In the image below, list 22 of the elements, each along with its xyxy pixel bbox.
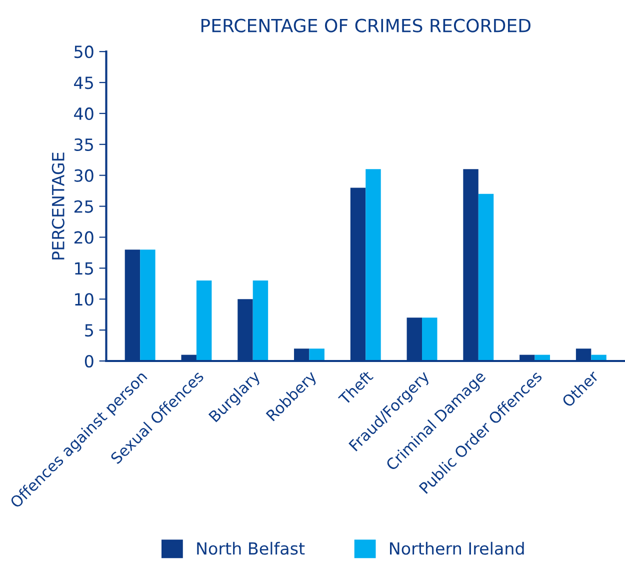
bar bbox=[366, 169, 381, 361]
y-tick-label: 45 bbox=[74, 76, 93, 90]
bar bbox=[140, 250, 156, 361]
bar bbox=[252, 280, 268, 361]
legend-label: Northern Ireland bbox=[390, 542, 524, 555]
y-tick-label: 40 bbox=[74, 107, 94, 120]
y-tick-label: 35 bbox=[74, 138, 93, 151]
bar bbox=[196, 280, 212, 361]
y-tick-label: 50 bbox=[74, 46, 94, 58]
bar bbox=[309, 348, 324, 361]
bar bbox=[422, 318, 438, 361]
y-tick-label: 20 bbox=[74, 231, 94, 244]
chart-title: PERCENTAGE OF CRIMES RECORDED bbox=[201, 18, 530, 32]
legend-label: North Belfast bbox=[197, 542, 305, 555]
y-tick-label: 0 bbox=[84, 354, 94, 368]
y-tick-label: 15 bbox=[75, 262, 93, 275]
y-tick-label: 25 bbox=[74, 200, 93, 213]
y-tick-label: 30 bbox=[74, 169, 94, 182]
y-tick-label: 10 bbox=[75, 293, 94, 306]
bar bbox=[478, 194, 494, 361]
y-axis-title: PERCENTAGE bbox=[52, 152, 64, 260]
y-tick-label: 5 bbox=[85, 324, 93, 337]
